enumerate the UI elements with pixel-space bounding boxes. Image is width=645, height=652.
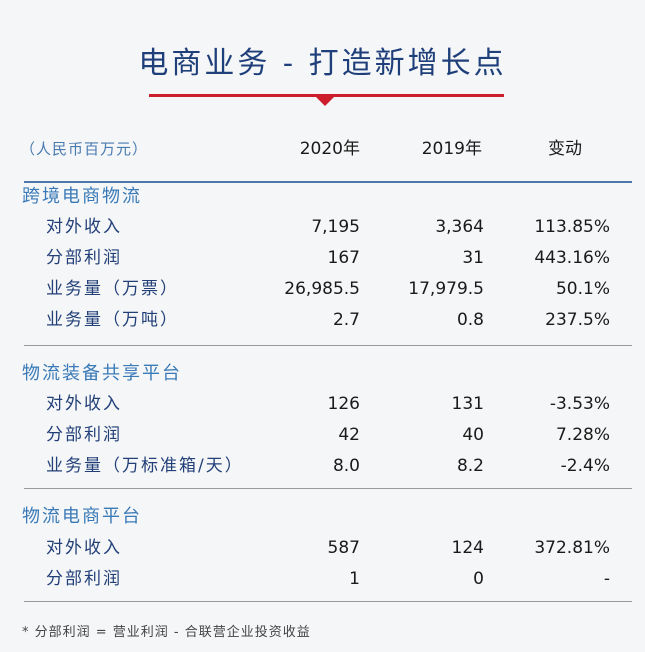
title-arrow-marker — [315, 96, 335, 106]
value-2019: 17,979.5 — [408, 279, 484, 299]
table-row: 对外收入 587 124 372.81% — [0, 533, 645, 563]
value-change: 113.85% — [534, 217, 610, 237]
value-2019: 40 — [462, 425, 484, 445]
value-2020: 167 — [327, 248, 360, 268]
value-change: 372.81% — [534, 538, 610, 558]
row-label: 分部利润 — [46, 425, 122, 445]
section-divider — [24, 601, 632, 602]
value-2020: 8.0 — [332, 456, 360, 476]
value-2020: 7,195 — [311, 217, 360, 237]
value-2020: 42 — [338, 425, 360, 445]
column-header-2019: 2019年 — [421, 139, 482, 159]
value-2020: 2.7 — [332, 310, 360, 330]
column-header-2020: 2020年 — [299, 139, 360, 159]
value-change: 443.16% — [534, 248, 610, 268]
value-change: 7.28% — [555, 425, 610, 445]
section-title-cross-border: 跨境电商物流 — [22, 186, 142, 207]
row-label: 对外收入 — [46, 394, 122, 414]
table-row: 对外收入 126 131 -3.53% — [0, 389, 645, 419]
section-title-equipment-sharing: 物流装备共享平台 — [22, 363, 182, 384]
value-change: -2.4% — [560, 456, 610, 476]
table-row: 分部利润 42 40 7.28% — [0, 420, 645, 450]
header-divider — [24, 181, 632, 183]
row-label: 业务量（万吨） — [46, 310, 179, 330]
column-header-change: 变动 — [548, 139, 582, 159]
table-row: 业务量（万吨） 2.7 0.8 237.5% — [0, 305, 645, 335]
row-label: 对外收入 — [46, 217, 122, 237]
table-row: 业务量（万标准箱/天） 8.0 8.2 -2.4% — [0, 451, 645, 481]
section-title-ecommerce-platform: 物流电商平台 — [22, 506, 142, 527]
value-2019: 131 — [451, 394, 484, 414]
value-2019: 31 — [462, 248, 484, 268]
value-change: - — [603, 569, 610, 589]
value-2020: 26,985.5 — [284, 279, 360, 299]
row-label: 业务量（万票） — [46, 279, 179, 299]
value-change: 50.1% — [555, 279, 610, 299]
value-2019: 8.2 — [456, 456, 484, 476]
unit-label: （人民币百万元） — [20, 140, 149, 158]
value-2020: 587 — [327, 538, 360, 558]
row-label: 对外收入 — [46, 538, 122, 558]
value-change: 237.5% — [545, 310, 610, 330]
page-title: 电商业务 - 打造新增长点 — [138, 46, 507, 81]
table-row: 分部利润 1 0 - — [0, 564, 645, 594]
value-change: -3.53% — [549, 394, 610, 414]
row-label: 分部利润 — [46, 569, 122, 589]
value-2019: 0 — [473, 569, 484, 589]
value-2019: 3,364 — [435, 217, 484, 237]
value-2019: 0.8 — [456, 310, 484, 330]
table-row: 业务量（万票） 26,985.5 17,979.5 50.1% — [0, 274, 645, 304]
value-2019: 124 — [451, 538, 484, 558]
value-2020: 1 — [349, 569, 360, 589]
section-divider — [24, 345, 632, 346]
footnote: * 分部利润 = 营业利润 - 合联营企业投资收益 — [22, 625, 311, 640]
row-label: 业务量（万标准箱/天） — [46, 456, 244, 476]
title-underline — [149, 94, 504, 97]
value-2020: 126 — [327, 394, 360, 414]
row-label: 分部利润 — [46, 248, 122, 268]
table-row: 分部利润 167 31 443.16% — [0, 243, 645, 273]
table-row: 对外收入 7,195 3,364 113.85% — [0, 212, 645, 242]
section-divider — [24, 488, 632, 489]
